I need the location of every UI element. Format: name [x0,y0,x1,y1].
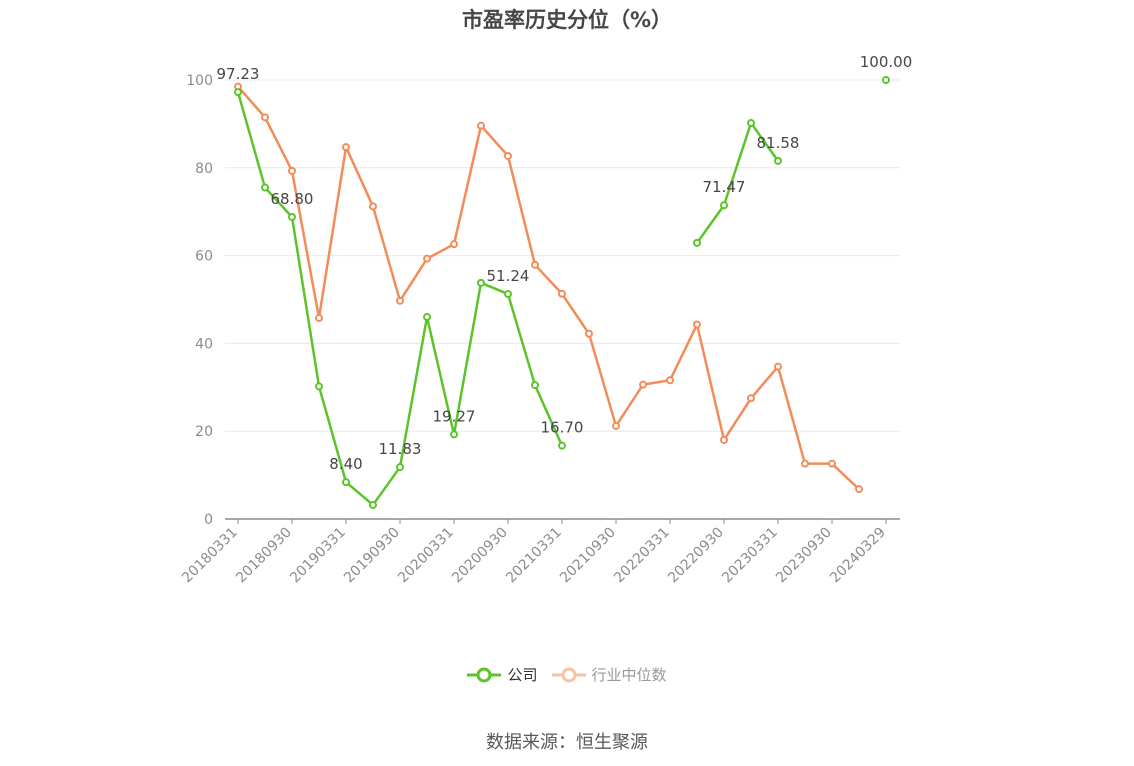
data-point-company[interactable] [558,441,566,450]
x-tick-label: 20210930 [557,525,619,587]
data-point-industry[interactable] [639,380,647,389]
x-tick-label: 20220331 [611,525,673,587]
data-point-industry[interactable] [369,202,377,211]
data-label: 8.40 [329,455,362,473]
data-point-industry[interactable] [801,459,809,468]
series-line-industry [237,85,860,491]
legend-label-industry: 行业中位数 [591,666,667,684]
series-line-company [695,121,780,244]
data-label: 100.00 [860,53,913,71]
data-point-industry[interactable] [612,421,620,430]
x-tick-label: 20200331 [395,525,457,587]
x-tick-label: 20210331 [503,525,565,587]
data-label: 16.70 [541,419,584,437]
data-point-company[interactable] [720,201,728,210]
data-point-company[interactable] [369,500,377,509]
data-point-industry[interactable] [774,362,782,371]
data-point-company[interactable] [288,212,296,221]
data-point-industry[interactable] [288,166,296,175]
legend-item-industry[interactable]: 行业中位数 [551,664,667,685]
x-tick-label: 20220930 [665,525,727,587]
x-tick-label: 20180930 [233,525,295,587]
y-tick-label: 60 [195,249,213,265]
data-point-industry[interactable] [585,329,593,338]
legend-swatch-industry [551,667,586,682]
x-tick-label: 20190331 [287,525,349,587]
data-point-industry[interactable] [828,459,836,468]
x-tick-label: 20240329 [827,525,889,587]
data-labels: 97.23 68.80 8.40 11.83 19.27 51.24 16.70 71.47 8… [217,53,913,473]
data-point-industry[interactable] [558,289,566,298]
data-label: 51.24 [487,267,530,285]
data-point-industry[interactable] [423,254,431,263]
x-tick-label: 20180331 [179,525,241,587]
data-label: 19.27 [433,407,476,425]
legend-swatch-company [467,667,502,682]
data-point-company[interactable] [504,290,512,299]
legend-item-company[interactable]: 公司 [467,664,538,685]
data-point-company[interactable] [423,313,431,322]
y-tick-label: 20 [195,424,213,440]
data-point-industry[interactable] [396,296,404,305]
data-point-industry[interactable] [315,313,323,322]
data-point-industry[interactable] [720,435,728,444]
legend-label-company: 公司 [507,666,538,684]
series-lines [234,76,890,509]
data-point-company[interactable] [882,76,890,84]
x-tick-label: 20190930 [341,525,403,587]
data-label: 81.58 [757,134,800,152]
data-point-company[interactable] [531,381,539,390]
data-label: 97.23 [217,65,260,83]
data-point-industry[interactable] [666,376,674,385]
data-point-company[interactable] [450,430,458,439]
data-label: 68.80 [271,190,314,208]
y-tick-label: 100 [186,73,213,89]
data-point-company[interactable] [396,463,404,472]
data-point-industry[interactable] [747,394,755,403]
chart-title: 市盈率历史分位（%） [461,8,673,32]
data-point-company[interactable] [747,119,755,128]
data-point-company[interactable] [477,278,485,287]
source-note: 数据来源：恒生聚源 [486,732,648,753]
data-point-company[interactable] [342,478,350,487]
x-tick-label: 20200930 [449,525,511,587]
data-point-industry[interactable] [477,121,485,130]
data-point-company[interactable] [261,183,269,192]
data-point-industry[interactable] [504,151,512,160]
y-tick-label: 40 [195,336,213,352]
data-point-industry[interactable] [342,143,350,152]
data-point-company[interactable] [234,88,242,97]
data-point-industry[interactable] [531,260,539,269]
data-point-company[interactable] [774,156,782,165]
x-tick-label: 20230930 [773,525,835,587]
y-tick-label: 0 [204,512,213,528]
y-tick-label: 80 [195,161,213,177]
data-point-industry[interactable] [450,240,458,249]
data-point-company[interactable] [315,382,323,391]
data-label: 71.47 [703,178,746,196]
grid-lines [225,79,900,432]
data-point-industry[interactable] [693,320,701,329]
x-tick-label: 20230331 [719,525,781,587]
data-point-industry[interactable] [261,113,269,122]
data-point-industry[interactable] [855,485,863,494]
data-label: 11.83 [379,440,422,458]
data-point-company[interactable] [693,238,701,247]
legend: 公司 行业中位数 [0,664,1134,685]
